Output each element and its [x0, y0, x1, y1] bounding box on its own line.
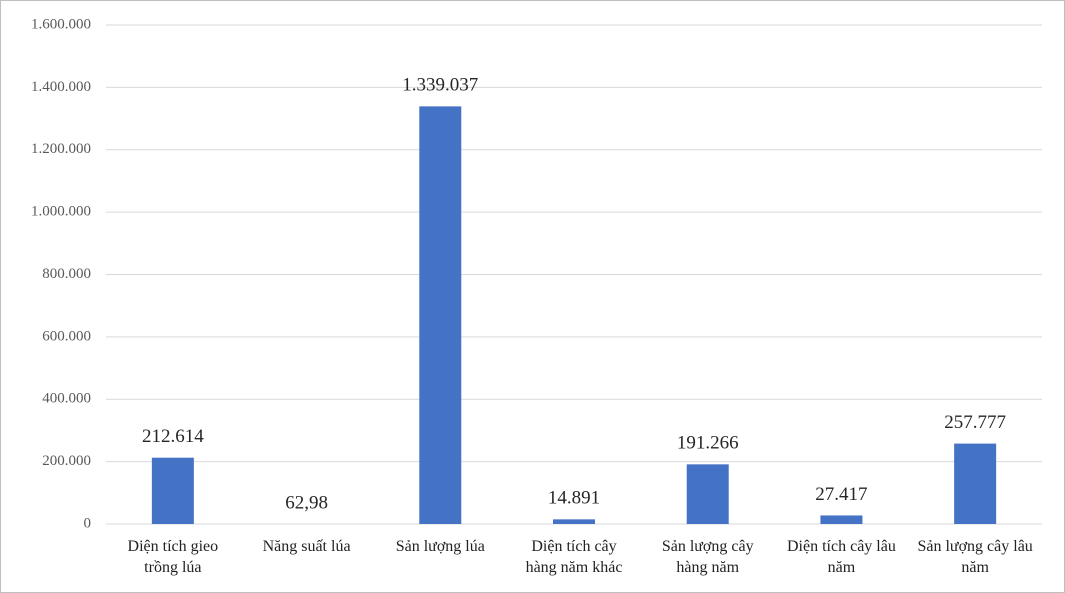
bar [820, 515, 863, 524]
value-label: 14.891 [548, 488, 600, 509]
y-tick-label: 1.600.000 [31, 16, 91, 32]
x-tick-label: Diện tích cây hàng năm khác [525, 538, 623, 576]
y-tick-label: 200.000 [42, 453, 91, 469]
value-label: 257.777 [944, 412, 1006, 433]
x-tick-label: Sản lượng lúa [395, 538, 485, 555]
value-label: 212.614 [142, 426, 204, 447]
y-tick-label: 800.000 [42, 266, 91, 282]
x-tick-label: Diện tích cây lâu năm [787, 538, 896, 576]
bar [553, 519, 595, 524]
value-label: 62,98 [285, 492, 328, 513]
x-tick-label: Sản lượng cây hàng năm [661, 538, 754, 576]
bar [151, 457, 194, 524]
x-tick-label: Năng suất lúa [262, 538, 351, 555]
y-tick-label: 600.000 [42, 328, 91, 344]
y-tick-label: 0 [84, 515, 92, 531]
value-label: 27.417 [815, 484, 867, 505]
value-label: 1.339.037 [402, 75, 478, 96]
x-tick-label: Diện tích gieo trồng lúa [127, 538, 219, 576]
bar [419, 106, 462, 525]
y-tick-label: 400.000 [42, 391, 91, 407]
y-tick-label: 1.400.000 [31, 79, 91, 95]
y-tick-label: 1.200.000 [31, 141, 91, 157]
value-label: 191.266 [677, 433, 739, 454]
bar [686, 464, 729, 524]
x-tick-label: Sản lượng cây lâu năm [917, 538, 1033, 576]
y-tick-label: 1.000.000 [31, 204, 91, 220]
bar [954, 443, 997, 524]
